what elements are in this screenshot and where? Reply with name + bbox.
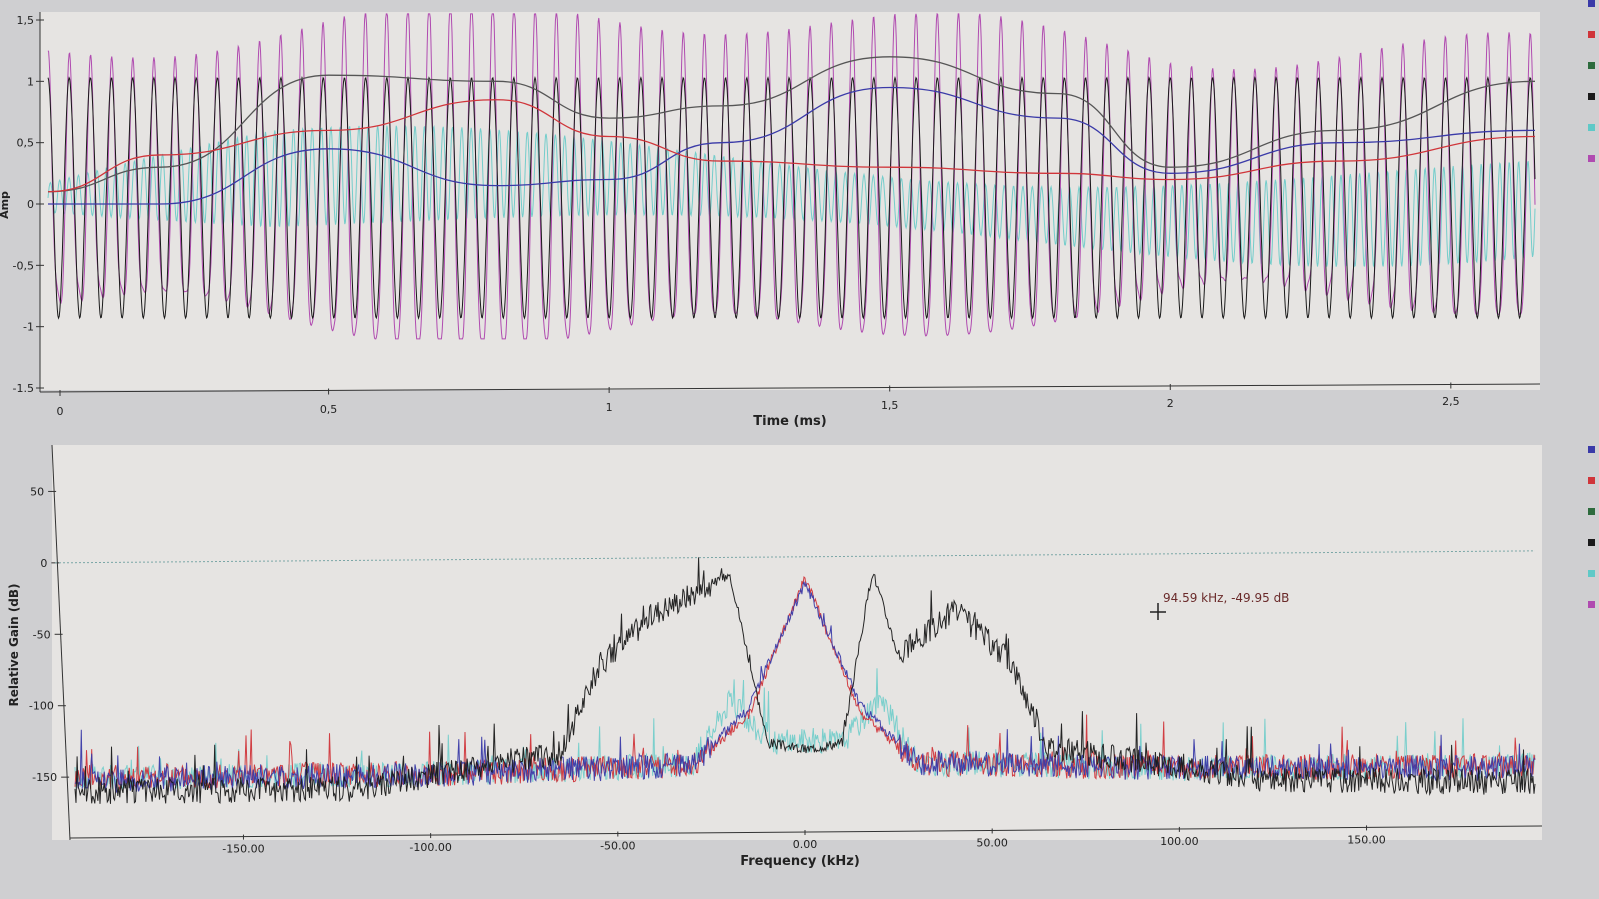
- time-xlabel: Time (ms): [753, 414, 826, 429]
- freq-x-tick-label: 100.00: [1160, 835, 1199, 848]
- time-y-tick-label: 0,5: [17, 137, 35, 150]
- series-black-line: [47, 75, 1536, 320]
- freq-y-tick-label: -100: [29, 700, 54, 713]
- time-x-tick-label: 0: [57, 405, 64, 418]
- time-y-tick-label: -1.5: [13, 382, 34, 395]
- spectrum-red-line: [74, 575, 1536, 790]
- zero-db-reference-line: [54, 550, 1536, 564]
- time-y-tick-label: 1: [27, 75, 34, 88]
- freq-y-tick-label: -50: [33, 628, 51, 641]
- freq-ylabel: Relative Gain (dB): [7, 583, 21, 706]
- legend-magenta-swatch[interactable]: [1588, 601, 1595, 608]
- cursor-marker[interactable]: 94.59 kHz, -49.95 dB: [1150, 591, 1289, 620]
- series-red-line: [47, 99, 1536, 193]
- spectrum-blue-line: [74, 581, 1536, 794]
- freq-xlabel: Frequency (kHz): [740, 854, 860, 869]
- time-ylabel: Amp: [0, 191, 11, 219]
- legend-cyan-swatch[interactable]: [1588, 124, 1595, 131]
- series-blue-line: [48, 86, 1536, 205]
- freq-y-tick-label: 50: [30, 485, 44, 498]
- cursor-readout: 94.59 kHz, -49.95 dB: [1163, 591, 1289, 605]
- legend-green-swatch[interactable]: [1588, 62, 1595, 69]
- time-y-tick-label: -1: [23, 321, 34, 334]
- legend-red-swatch[interactable]: [1588, 477, 1595, 484]
- time-x-tick-label: 1,5: [881, 399, 899, 412]
- time-x-tick-label: 1: [606, 401, 613, 414]
- freq-x-tick-label: -150.00: [222, 843, 264, 856]
- time-y-tick-label: 0: [27, 198, 34, 211]
- freq-x-tick-label: -50.00: [600, 840, 635, 853]
- legend-black-swatch[interactable]: [1588, 539, 1595, 546]
- time-series-group: [47, 12, 1536, 340]
- time-x-tick-label: 2,5: [1442, 395, 1460, 408]
- time-x-tick-label: 0,5: [320, 403, 338, 416]
- time-x-axis: [39, 383, 1541, 393]
- spectrum-black-line: [74, 557, 1536, 804]
- time-x-tick-label: 2: [1167, 397, 1174, 410]
- freq-x-tick-label: 0.00: [793, 838, 818, 851]
- series-cyan-line: [47, 124, 1536, 269]
- freq-x-tick-label: 150.00: [1347, 833, 1386, 846]
- time-axis-ticks: 0 0,5 1 1,5 2 2,5 1,5 1 0,5 0 -0,5 -1 -1.5: [13, 14, 1460, 418]
- legend-green-swatch[interactable]: [1588, 508, 1595, 515]
- freq-y-axis: [51, 444, 71, 841]
- freq-x-tick-label: 50.00: [976, 836, 1008, 849]
- legend-red-swatch[interactable]: [1588, 31, 1595, 38]
- legend-blue-swatch[interactable]: [1588, 446, 1595, 453]
- freq-x-tick-label: -100.00: [409, 841, 451, 854]
- legend-blue-swatch[interactable]: [1588, 0, 1595, 7]
- legend-cyan-swatch[interactable]: [1588, 570, 1595, 577]
- time-y-tick-label: -0,5: [13, 259, 34, 272]
- legend-magenta-swatch[interactable]: [1588, 155, 1595, 162]
- series-gray-line: [47, 56, 1536, 193]
- freq-y-tick-label: 0: [40, 557, 47, 570]
- freq-x-axis: [69, 825, 1543, 839]
- freq-y-tick-label: -150: [32, 771, 57, 784]
- freq-axis-ticks: -150.00 -100.00 -50.00 0.00 50.00 100.00 150.0…: [29, 485, 1536, 856]
- freq-series-group: [74, 557, 1536, 804]
- legend-black-swatch[interactable]: [1588, 93, 1595, 100]
- time-y-tick-label: 1,5: [17, 14, 35, 27]
